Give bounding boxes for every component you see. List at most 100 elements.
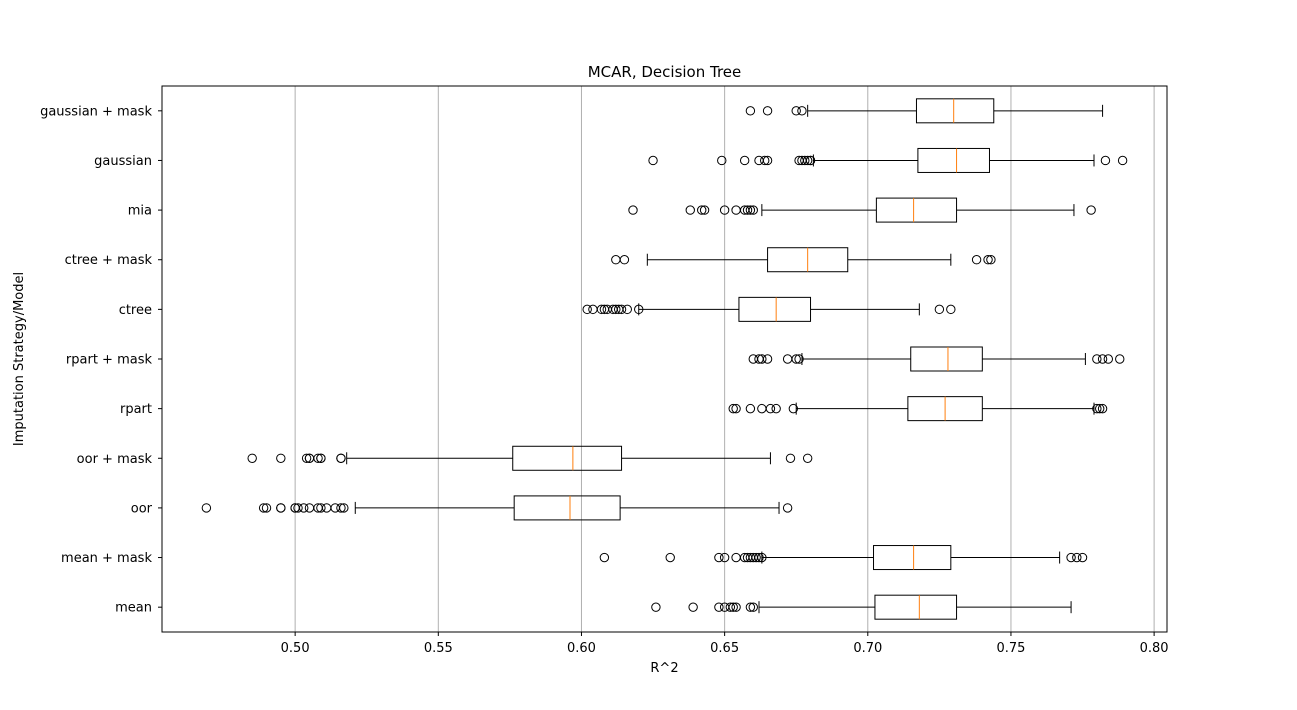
iqr-box <box>875 197 958 223</box>
x-tick-label: 0.60 <box>567 641 596 656</box>
outlier-point <box>1117 155 1128 166</box>
outlier-point <box>731 602 741 612</box>
outlier-point <box>762 354 773 364</box>
outlier-point <box>1072 552 1082 563</box>
iqr-box <box>917 147 990 173</box>
y-tick-label: gaussian <box>94 154 152 169</box>
outlier-point <box>1097 354 1108 364</box>
outlier-point <box>1103 354 1114 364</box>
y-tick-label: rpart <box>120 402 152 417</box>
outlier-point <box>757 354 767 364</box>
outlier-point <box>1092 403 1102 414</box>
outlier-point <box>739 155 750 166</box>
outlier-point <box>697 205 707 215</box>
outlier-point <box>261 503 272 513</box>
box-gaussian-mask <box>745 98 1104 124</box>
x-tick-label: 0.50 <box>281 641 310 656</box>
outlier-point <box>301 453 312 463</box>
y-tick-label: ctree <box>119 303 152 318</box>
outlier-point <box>765 403 776 414</box>
outlier-point <box>760 155 770 166</box>
outlier-point <box>599 552 610 563</box>
x-tick-label: 0.65 <box>710 641 739 656</box>
ticks: 0.50 0.55 0.60 0.65 0.70 0.75 0.80 gaussian + m… <box>40 104 1169 656</box>
outlier-point <box>719 205 730 215</box>
outlier-point <box>946 304 956 315</box>
outlier-point <box>791 106 801 116</box>
x-tick-label: 0.55 <box>424 641 453 656</box>
iqr-box <box>915 98 995 124</box>
outlier-point <box>258 503 269 513</box>
outlier-point <box>628 205 638 215</box>
x-axis-label: R^2 <box>650 661 678 676</box>
outlier-point <box>748 602 758 612</box>
boxes <box>201 98 1128 620</box>
outlier-point <box>336 503 346 513</box>
outlier-point <box>247 453 257 463</box>
outlier-point <box>771 403 781 414</box>
outlier-point <box>762 106 773 116</box>
iqr-box <box>910 346 983 372</box>
y-tick-label: mia <box>128 204 152 219</box>
iqr-box <box>738 296 812 322</box>
outlier-point <box>983 255 993 265</box>
outlier-point <box>276 453 286 463</box>
outlier-point <box>725 602 736 612</box>
outlier-point <box>748 205 758 215</box>
outlier-point <box>622 304 632 315</box>
outlier-point <box>1086 205 1096 215</box>
outlier-point <box>339 503 349 513</box>
outlier-point <box>276 503 286 513</box>
outlier-point <box>634 304 644 315</box>
outlier-point <box>971 255 982 265</box>
box-ctree <box>582 296 956 322</box>
iqr-box <box>513 495 621 521</box>
outlier-point <box>316 453 326 463</box>
outlier-point <box>797 106 807 116</box>
outlier-point <box>651 602 661 612</box>
outlier-point <box>802 453 813 463</box>
outlier-point <box>782 503 793 513</box>
outlier-point <box>762 155 773 166</box>
outlier-point <box>316 503 326 513</box>
x-tick-label: 0.80 <box>1140 641 1169 656</box>
outlier-point <box>688 602 698 612</box>
outlier-point <box>719 552 730 563</box>
y-tick-label: oor <box>131 501 153 516</box>
box-gaussian <box>648 147 1128 173</box>
outlier-point <box>685 205 695 215</box>
outlier-point <box>299 503 309 513</box>
outlier-point <box>785 453 796 463</box>
box-rpart-mask <box>748 346 1125 372</box>
outlier-point <box>1066 552 1076 563</box>
outlier-point <box>728 403 738 414</box>
outlier-point <box>1115 354 1125 364</box>
box-ctree-mask <box>611 247 996 273</box>
box-oor <box>201 495 793 521</box>
outlier-point <box>1097 403 1108 414</box>
outlier-point <box>731 403 741 414</box>
outlier-point <box>934 304 945 315</box>
outlier-point <box>201 503 212 513</box>
chart-title: MCAR, Decision Tree <box>588 63 742 81</box>
outlier-point <box>986 255 996 265</box>
outlier-point <box>791 354 801 364</box>
y-tick-label: gaussian + mask <box>40 104 152 119</box>
y-tick-label: rpart + mask <box>66 353 153 368</box>
outlier-point <box>1095 403 1105 414</box>
outlier-point <box>699 205 710 215</box>
outlier-point <box>336 453 346 463</box>
box-mean <box>651 594 1072 620</box>
outlier-point <box>745 106 756 116</box>
iqr-box <box>873 545 952 571</box>
outlier-point <box>728 602 738 612</box>
outlier-point <box>1092 354 1102 364</box>
outlier-point <box>717 155 727 166</box>
box-rpart <box>728 396 1108 422</box>
iqr-box <box>512 445 623 471</box>
iqr-box <box>874 594 958 620</box>
outlier-point <box>788 403 799 414</box>
outlier-point <box>745 205 756 215</box>
y-axis-label: Imputation Strategy/Model <box>12 272 27 446</box>
